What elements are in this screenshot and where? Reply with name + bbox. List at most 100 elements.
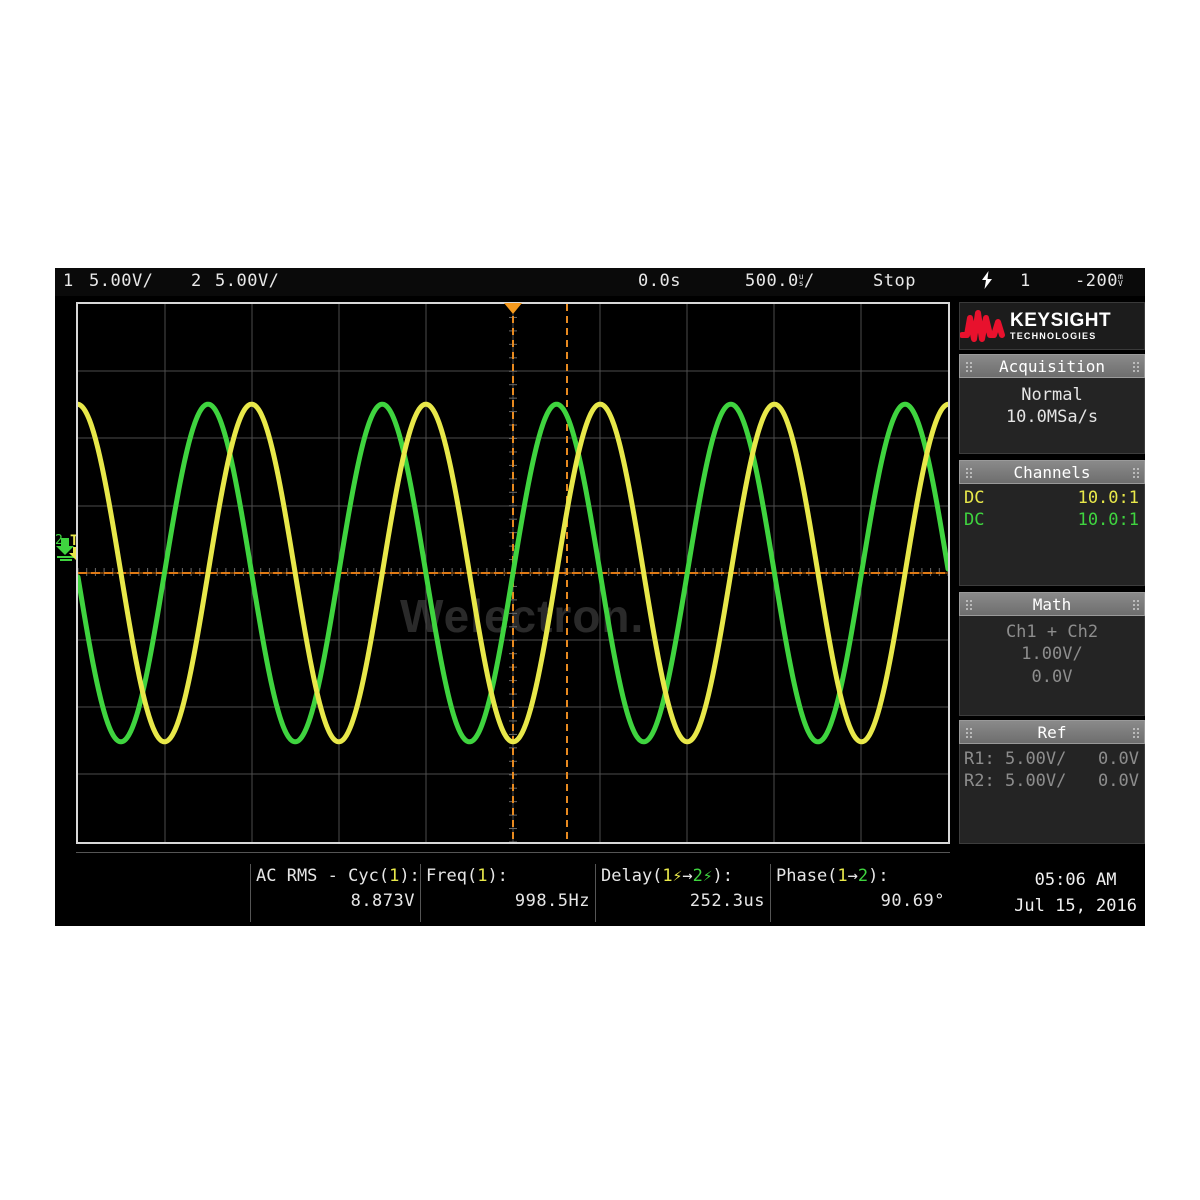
- measurement-freq[interactable]: Freq(1): 998.5Hz: [420, 864, 596, 922]
- delay-value: 252.3us: [689, 891, 765, 911]
- panel-body-acquisition: Normal 10.0MSa/s: [959, 378, 1145, 454]
- grip-right-icon: [1132, 727, 1139, 738]
- delay-edge2-icon: ⚡: [702, 866, 713, 885]
- trigger-source[interactable]: 1: [1020, 271, 1031, 291]
- acquisition-rate: 10.0MSa/s: [1005, 407, 1099, 428]
- ch1-coupling: DC: [964, 488, 985, 508]
- oscilloscope-screen: 1 5.00V/ 2 5.00V/ 0.0s 500.0 u s / Stop 1 -…: [55, 268, 1145, 926]
- ch1-trace: [78, 401, 948, 745]
- phase-src2: 2: [857, 866, 869, 886]
- ref1-scale: 5.00V/: [1004, 749, 1067, 769]
- ref-row-2[interactable]: R2: 5.00V/ 0.0V: [960, 771, 1144, 793]
- ref-title: Ref: [1037, 722, 1067, 742]
- timebase-value: 500.0: [745, 271, 799, 291]
- svg-text:2: 2: [55, 533, 63, 548]
- panel-header-channels[interactable]: Channels: [959, 460, 1145, 484]
- acquisition-mode: Normal: [1021, 385, 1083, 405]
- panel-header-math[interactable]: Math: [959, 592, 1145, 616]
- trigger-position-marker[interactable]: [504, 303, 522, 314]
- panel-body-math: Ch1 + Ch2 1.00V/ 0.0V: [959, 616, 1145, 716]
- measurement-ac-rms[interactable]: AC RMS - Cyc(1): 8.873V: [250, 864, 421, 922]
- cursor-line-2[interactable]: [566, 304, 568, 842]
- delay-arrow: →: [682, 866, 693, 886]
- sidebar: KEYSIGHT TECHNOLOGIES Acquisition Normal…: [955, 302, 1145, 844]
- ac-rms-label-pre: AC RMS - Cyc(: [256, 866, 390, 886]
- delay-edge1-icon: ⚡: [672, 866, 683, 885]
- channels-title: Channels: [1013, 462, 1091, 482]
- ref2-label: R2:: [964, 771, 995, 791]
- freq-label-post: ):: [487, 866, 508, 886]
- phase-value: 90.69°: [880, 891, 945, 911]
- ch1-probe: 10.0:1: [1077, 488, 1139, 508]
- keysight-mark-icon: [960, 310, 1005, 342]
- ref1-label: R1:: [964, 749, 995, 769]
- timebase-scale[interactable]: 500.0 u s /: [745, 271, 815, 291]
- ch1-indicator[interactable]: 1: [63, 271, 74, 291]
- ch2-scale[interactable]: 5.00V/: [215, 271, 280, 291]
- logo-subtitle: TECHNOLOGIES: [1010, 331, 1097, 341]
- freq-source: 1: [477, 866, 488, 886]
- phase-label-post: ):: [868, 866, 889, 886]
- math-title: Math: [1032, 594, 1072, 614]
- math-offset: 0.0V: [1031, 666, 1073, 687]
- ref2-scale: 5.00V/: [1004, 771, 1067, 791]
- timebase-slash: /: [804, 271, 815, 291]
- grip-right-icon: [1132, 467, 1139, 478]
- measurement-bar-divider: [76, 852, 950, 853]
- grip-left-icon: [965, 727, 972, 738]
- waveform-layer: [78, 401, 948, 745]
- status-bar: 1 5.00V/ 2 5.00V/ 0.0s 500.0 u s / Stop 1 -…: [55, 268, 1145, 296]
- delay-src1: 1: [662, 866, 673, 886]
- horizontal-delay[interactable]: 0.0s: [638, 271, 681, 291]
- measurement-phase[interactable]: Phase(1→2): 90.69°: [770, 864, 951, 922]
- ref2-offset: 0.0V: [1098, 771, 1139, 791]
- delay-label-pre: Delay(: [601, 866, 663, 886]
- phase-arrow: →: [847, 866, 858, 886]
- grip-left-icon: [965, 361, 972, 372]
- grip-right-icon: [1132, 599, 1139, 610]
- delay-src2: 2: [692, 866, 703, 886]
- clock: 05:06 AM Jul 15, 2016: [1014, 868, 1137, 919]
- grip-right-icon: [1132, 361, 1139, 372]
- panel-header-ref[interactable]: Ref: [959, 720, 1145, 744]
- phase-label-pre: Phase(: [776, 866, 838, 886]
- ch2-trace: [78, 401, 948, 745]
- delay-label-post: ):: [712, 866, 733, 886]
- channel-row-2[interactable]: DC 10.0:1: [960, 510, 1144, 532]
- trigger-level-value: -200: [1075, 271, 1118, 291]
- clock-time: 05:06 AM: [1034, 870, 1117, 890]
- ac-rms-source: 1: [389, 866, 400, 886]
- waveform-graticule[interactable]: Welectron.: [76, 302, 950, 844]
- grip-left-icon: [965, 599, 972, 610]
- freq-label-pre: Freq(: [426, 866, 478, 886]
- math-scale: 1.00V/: [1021, 644, 1083, 665]
- ref1-offset: 0.0V: [1098, 749, 1139, 769]
- trigger-edge-icon: [980, 271, 994, 294]
- keysight-logo: KEYSIGHT TECHNOLOGIES: [959, 302, 1145, 350]
- measurement-delay[interactable]: Delay(1⚡→2⚡): 252.3us: [595, 864, 771, 922]
- panel-body-channels: DC 10.0:1 DC 10.0:1: [959, 484, 1145, 586]
- ref-row-1[interactable]: R1: 5.00V/ 0.0V: [960, 749, 1144, 771]
- ac-rms-label-post: ):: [399, 866, 420, 886]
- logo-name: KEYSIGHT: [1010, 310, 1112, 331]
- panel-body-ref: R1: 5.00V/ 0.0V R2: 5.00V/ 0.0V: [959, 744, 1145, 844]
- trigger-level[interactable]: -200 m V: [1075, 271, 1123, 291]
- channel2-ground-marker[interactable]: 2: [55, 530, 79, 568]
- clock-date: Jul 15, 2016: [1014, 895, 1137, 916]
- panel-header-acquisition[interactable]: Acquisition: [959, 354, 1145, 378]
- ch2-coupling: DC: [964, 510, 985, 530]
- freq-value: 998.5Hz: [514, 891, 590, 911]
- channel-row-1[interactable]: DC 10.0:1: [960, 488, 1144, 510]
- ch2-indicator[interactable]: 2: [191, 271, 202, 291]
- measurement-bar: AC RMS - Cyc(1): 8.873V Freq(1): 998.5Hz…: [55, 860, 1145, 926]
- ch2-probe: 10.0:1: [1077, 510, 1139, 530]
- run-state[interactable]: Stop: [873, 271, 916, 291]
- ac-rms-value: 8.873V: [350, 891, 415, 911]
- grip-left-icon: [965, 467, 972, 478]
- acquisition-title: Acquisition: [999, 356, 1105, 376]
- phase-src1: 1: [837, 866, 848, 886]
- svg-text:T: T: [70, 533, 78, 549]
- ch1-scale[interactable]: 5.00V/: [89, 271, 154, 291]
